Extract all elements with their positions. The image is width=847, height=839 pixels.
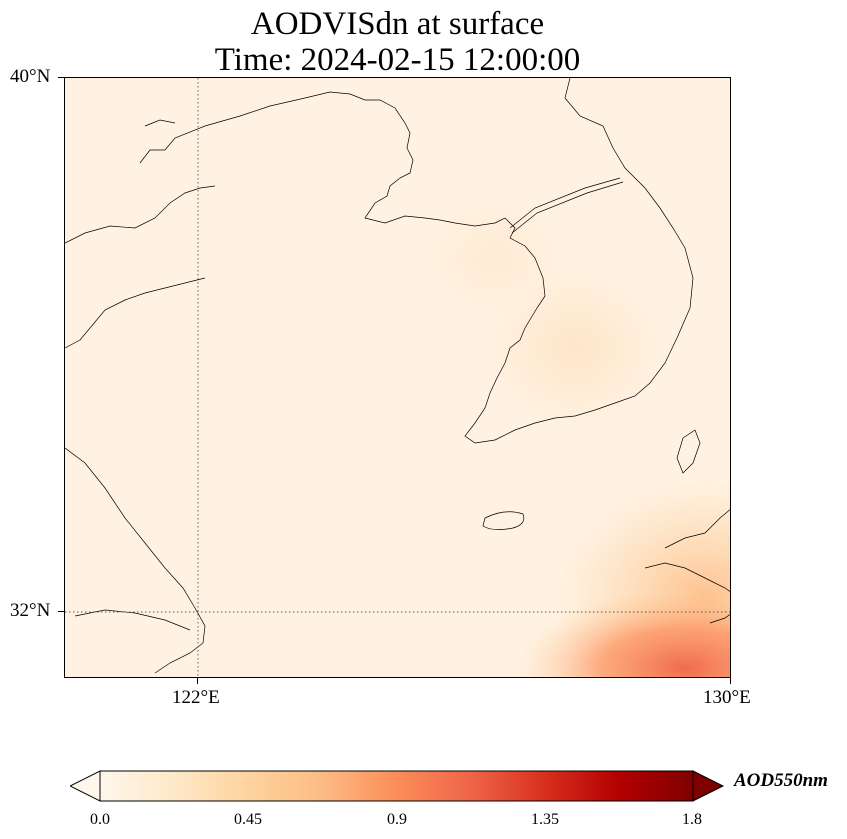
lon-label-122e: 122°E — [172, 687, 220, 708]
coastline-jiangsu — [65, 447, 206, 674]
aod-field-moderate-north — [425, 198, 565, 318]
colorbar-gradient — [99, 770, 694, 802]
coastline-kyushu-north — [664, 509, 730, 549]
colorbar-svg — [68, 770, 725, 802]
colorbar-tick-1: 0.45 — [234, 811, 262, 828]
map-panel — [64, 77, 731, 678]
coastline-kyushu-south — [709, 613, 730, 624]
lon-tick-130e — [730, 678, 731, 684]
gridlines — [65, 78, 730, 677]
border-line-north — [509, 177, 621, 229]
lat-label-32n: 32°N — [10, 600, 51, 621]
coastline-shandong-north — [65, 185, 216, 244]
lat-label-40n: 40°N — [10, 66, 51, 87]
colorbar-tick-0: 0.0 — [90, 811, 110, 828]
border-line-north-2 — [511, 181, 624, 234]
colorbar-tick-4: 1.8 — [682, 811, 702, 828]
lon-label-130e: 130°E — [703, 687, 751, 708]
colorbar-tick-2: 0.9 — [387, 811, 407, 828]
lon-tick-122e — [197, 678, 198, 684]
title-line-1: AODVISdn at surface — [250, 6, 545, 42]
title-line-2: Time: 2024-02-15 12:00:00 — [214, 42, 581, 78]
lat-tick-32n — [58, 611, 64, 612]
colorbar — [68, 769, 726, 808]
aod-field-peak-southeast — [515, 588, 730, 677]
colorbar-label: AOD550nm — [734, 770, 828, 791]
coastline-yangtze — [74, 609, 191, 631]
coastline-liaodong — [144, 119, 176, 127]
coastline-tsushima — [676, 429, 701, 474]
aod-map-svg — [65, 78, 730, 677]
coastlines — [65, 78, 730, 674]
colorbar-tick-3: 1.35 — [531, 811, 559, 828]
colorbar-extend-max — [692, 770, 725, 802]
coastline-kyushu — [644, 562, 730, 593]
coastline-shandong-south — [65, 277, 206, 349]
coastline-jeju — [482, 511, 525, 530]
coastline-korea-peninsula — [139, 78, 694, 444]
lat-tick-40n — [58, 77, 64, 78]
colorbar-extend-min — [68, 770, 101, 802]
